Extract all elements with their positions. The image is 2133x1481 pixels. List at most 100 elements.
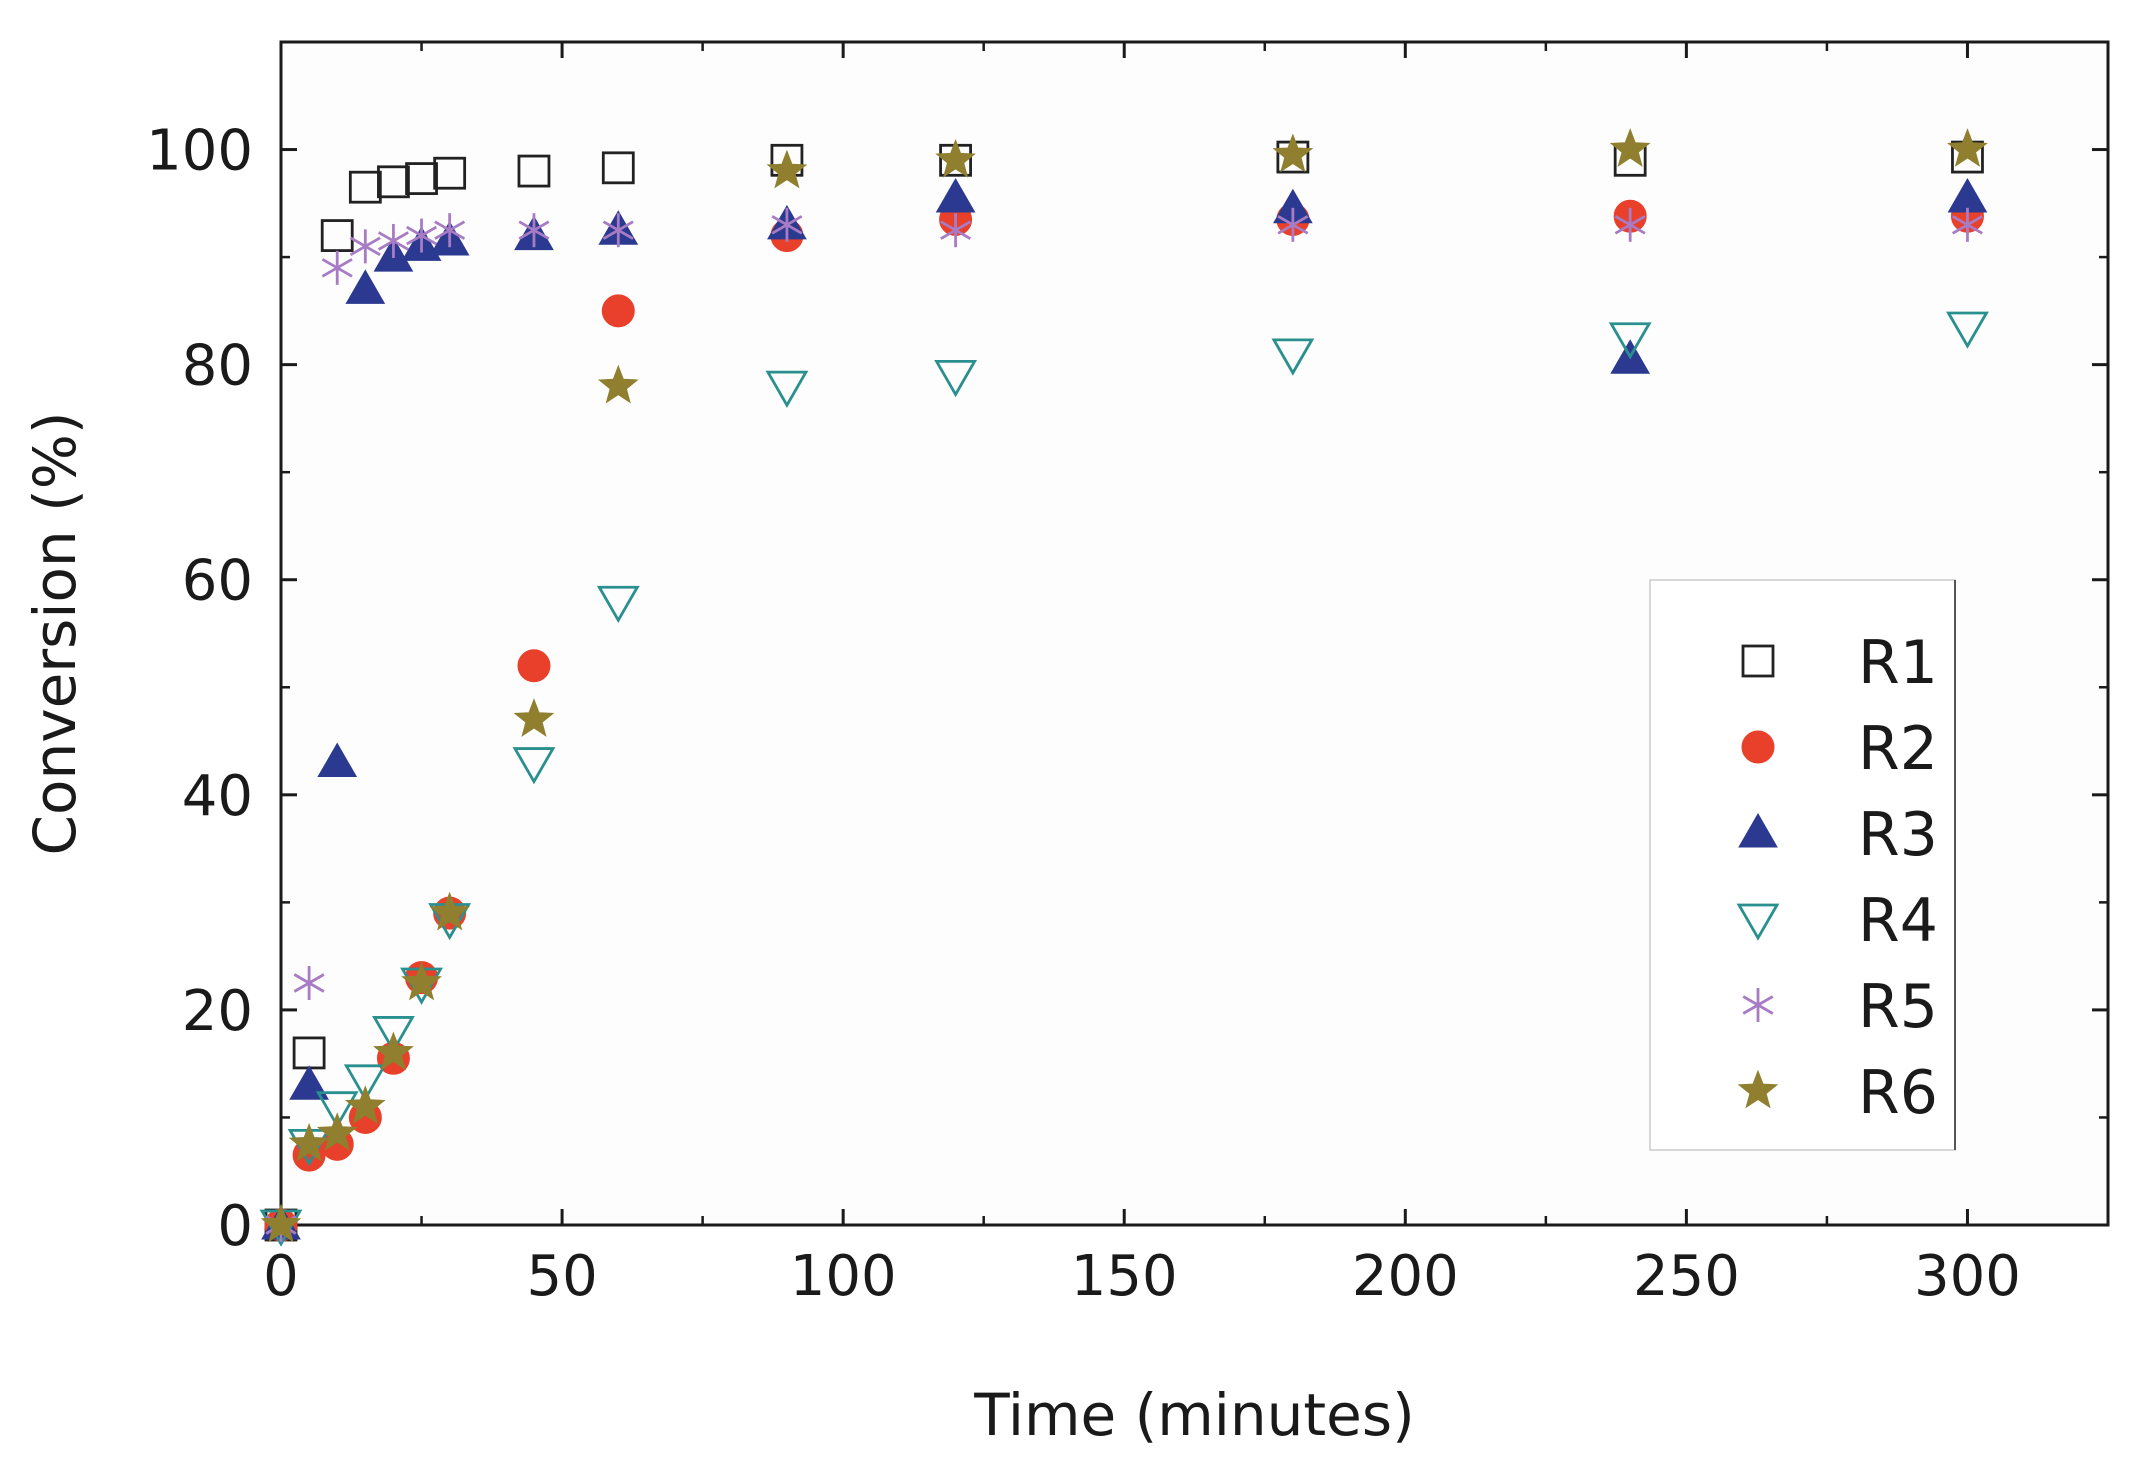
legend-marker-r3: [1738, 812, 1778, 848]
marker-stroke: [377, 231, 409, 251]
marker-shape: [1737, 1069, 1779, 1109]
data-point-r1: [433, 156, 467, 190]
marker-stroke: [406, 225, 438, 246]
marker-shape: [601, 151, 635, 185]
y-tick-label: 100: [146, 119, 253, 184]
marker-shape: [596, 585, 640, 624]
data-point-r6: [373, 1031, 414, 1071]
data-point-r6: [766, 149, 808, 189]
y-tick-label: 60: [182, 549, 253, 614]
x-tick-label: 250: [1633, 1244, 1740, 1309]
marker-shape: [597, 364, 639, 404]
y-tick-label: 40: [182, 764, 253, 829]
marker-shape: [1741, 644, 1775, 678]
marker-stroke: [321, 258, 353, 278]
data-point-r4: [1608, 322, 1652, 360]
data-point-r5: [293, 966, 325, 1001]
y-tick-label: 80: [182, 334, 253, 399]
data-point-r6: [597, 364, 639, 404]
marker-stroke: [1614, 215, 1646, 235]
marker-shape: [377, 165, 410, 199]
marker-shape: [601, 294, 635, 328]
data-point-r5: [434, 213, 466, 248]
legend-label-r1: R1: [1858, 628, 1938, 698]
legend-label-r4: R4: [1858, 886, 1938, 956]
marker-stroke: [518, 220, 550, 240]
marker-shape: [429, 891, 471, 931]
marker-stroke: [602, 220, 634, 240]
data-point-r6: [1609, 128, 1651, 167]
marker-shape: [317, 742, 358, 778]
marker-shape: [1741, 730, 1775, 764]
legend-marker-r5: [1742, 988, 1774, 1022]
x-tick-label: 150: [1071, 1244, 1178, 1309]
marker-shape: [344, 1085, 386, 1125]
marker-shape: [934, 359, 978, 398]
data-point-r5: [602, 213, 634, 248]
marker-shape: [343, 1064, 387, 1102]
data-point-r2: [601, 294, 635, 328]
legend-label-r2: R2: [1858, 714, 1938, 784]
marker-shape: [765, 370, 809, 408]
data-point-r4: [372, 1016, 415, 1054]
data-point-r4: [1271, 338, 1315, 376]
data-point-r2: [517, 649, 551, 683]
data-point-r6: [260, 1203, 302, 1243]
data-point-r1: [601, 151, 635, 185]
legend-box: [1649, 579, 1956, 1151]
marker-shape: [1738, 812, 1778, 848]
data-point-r1: [348, 170, 382, 204]
marker-shape: [1947, 128, 1988, 167]
marker-shape: [512, 747, 556, 785]
marker-shape: [316, 1112, 358, 1151]
marker-shape: [1271, 338, 1315, 376]
legend-label-r3: R3: [1858, 800, 1938, 870]
data-point-r3: [345, 269, 386, 304]
data-point-r6: [935, 138, 976, 178]
data-point-r4: [343, 1064, 387, 1102]
marker-stroke: [434, 220, 466, 240]
data-point-r5: [406, 218, 438, 253]
data-point-r6: [513, 698, 555, 737]
data-point-r5: [518, 213, 550, 248]
marker-shape: [517, 649, 551, 683]
series-r6: [260, 128, 1988, 1243]
marker-shape: [320, 219, 354, 252]
data-point-r3: [935, 177, 976, 213]
data-point-r5: [349, 229, 381, 264]
marker-shape: [1272, 133, 1314, 173]
data-point-r1: [405, 162, 438, 195]
data-point-r6: [1272, 133, 1314, 173]
marker-stroke: [940, 220, 972, 240]
x-axis-title: Time (minutes): [973, 1381, 1414, 1449]
marker-shape: [372, 1016, 415, 1054]
data-point-r6: [401, 961, 442, 1001]
data-point-r5: [771, 207, 803, 242]
marker-shape: [315, 1091, 359, 1129]
marker-shape: [935, 138, 976, 178]
data-point-r5: [377, 223, 409, 258]
legend-marker-r4: [1736, 903, 1780, 941]
data-point-r5: [1614, 207, 1646, 242]
marker-shape: [289, 1065, 329, 1100]
data-point-r6: [288, 1122, 330, 1162]
marker-shape: [433, 156, 467, 190]
data-point-r5: [321, 250, 353, 285]
legend-marker-r2: [1741, 730, 1775, 764]
legend-marker-r1: [1741, 644, 1775, 678]
data-point-r4: [596, 585, 640, 624]
marker-shape: [348, 170, 382, 204]
marker-shape: [1736, 903, 1780, 941]
data-point-r4: [934, 359, 978, 398]
marker-shape: [401, 961, 442, 1001]
x-tick-label: 0: [263, 1244, 299, 1309]
data-point-r6: [1947, 128, 1988, 167]
data-point-r1: [377, 165, 410, 199]
legend-label-r6: R6: [1858, 1058, 1938, 1128]
data-point-r5: [940, 213, 972, 248]
marker-stroke: [349, 236, 381, 257]
data-point-r3: [289, 1065, 329, 1100]
marker-stroke: [293, 973, 325, 993]
marker-shape: [766, 149, 808, 189]
